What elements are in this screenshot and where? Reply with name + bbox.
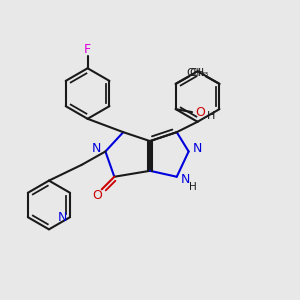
Text: F: F — [84, 43, 91, 56]
Text: N: N — [193, 142, 202, 155]
Text: CH₃: CH₃ — [187, 68, 206, 78]
Text: N: N — [181, 173, 190, 186]
Text: N: N — [92, 142, 101, 155]
Text: CH₃: CH₃ — [189, 68, 208, 78]
Text: H: H — [189, 182, 197, 192]
Text: O: O — [195, 106, 205, 119]
Text: N: N — [58, 211, 67, 224]
Text: H: H — [207, 111, 215, 121]
Text: O: O — [92, 189, 102, 202]
